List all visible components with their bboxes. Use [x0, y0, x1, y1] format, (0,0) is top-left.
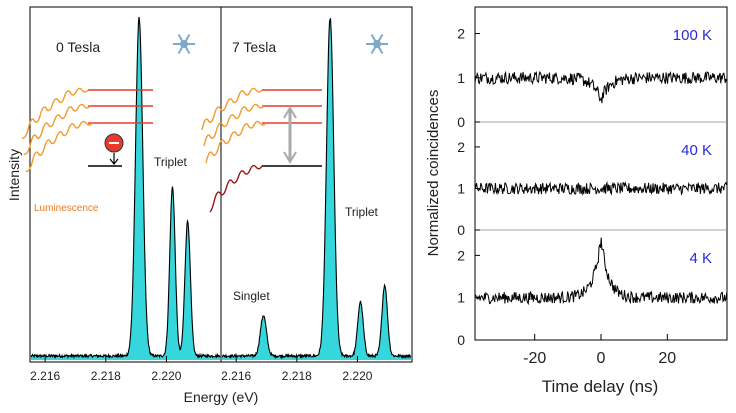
right-plot-frame	[474, 6, 728, 341]
luminescence-label: Luminescence	[34, 203, 99, 214]
snowflake-icon	[173, 33, 195, 55]
spectrum-0-tesla	[30, 16, 221, 361]
coincidence-ytick-label: 1	[457, 180, 465, 196]
energy-tick-label: 2.220	[342, 369, 372, 383]
energy-tick-label: 2.220	[151, 369, 181, 383]
coincidence-ytick-label: 0	[457, 114, 465, 130]
singlet-label: Singlet	[233, 289, 270, 303]
time-tick-label: -20	[523, 350, 546, 367]
coincidence-ytick-label: 2	[457, 26, 465, 42]
coincidence-traces	[474, 70, 728, 306]
field-label-0-tesla: 0 Tesla	[56, 39, 100, 55]
coincidence-ytick-label: 0	[457, 222, 465, 238]
coincidence-trace	[474, 180, 728, 196]
time-tick-label: 20	[658, 350, 676, 367]
energy-level-diagram-0-tesla: Luminescence	[21, 87, 153, 214]
energy-tick-label: 2.218	[91, 369, 121, 383]
triplet-label-7-tesla: Triplet	[345, 205, 379, 219]
time-delay-axis-label: Time delay (ns)	[542, 377, 659, 396]
field-label-7-tesla: 7 Tesla	[232, 39, 276, 55]
spectrum-fill	[31, 16, 220, 361]
energy-tick-label: 2.216	[221, 369, 251, 383]
coincidence-ytick-label: 2	[457, 247, 465, 263]
energy-axis-label: Energy (eV)	[184, 389, 259, 405]
energy-tick-label: 2.218	[282, 369, 312, 383]
coincidences-axis-label: Normalized coincidences	[425, 90, 442, 257]
spectrum-7-tesla	[221, 18, 412, 361]
time-tick-label: 0	[597, 350, 606, 367]
temperature-label: 40 K	[681, 142, 712, 159]
snowflake-icon	[366, 33, 388, 55]
temperature-label: 4 K	[689, 250, 712, 267]
energy-ticks: 2.216 2.218 2.220 2.216 2.218 2.220	[30, 356, 373, 383]
intensity-axis-label: Intensity	[6, 149, 22, 201]
triplet-label-0-tesla: Triplet	[154, 155, 188, 169]
temperature-label: 100 K	[673, 27, 712, 44]
spectrum-line	[30, 16, 221, 360]
coincidence-ytick-label: 2	[457, 139, 465, 155]
coincidence-ytick-label: 1	[457, 290, 465, 306]
energy-level-diagram-7-tesla	[201, 87, 322, 213]
coincidence-ytick-label: 0	[457, 332, 465, 348]
coincidence-axes: 0 1 2 100 K 0 1 2 40 K 0 1 2 4 K -20 0 20	[457, 26, 727, 367]
spectra-panel: 2.216 2.218 2.220 2.216 2.218 2.220 Energy (e…	[6, 6, 413, 405]
spectrum-line	[221, 18, 412, 360]
coincidence-trace	[474, 237, 728, 306]
coincidence-trace	[474, 70, 728, 104]
energy-tick-label: 2.216	[30, 369, 60, 383]
coincidence-ytick-label: 1	[457, 70, 465, 86]
coincidence-panel: 0 1 2 100 K 0 1 2 40 K 0 1 2 4 K -20 0 20 Time delay (…	[425, 6, 728, 396]
